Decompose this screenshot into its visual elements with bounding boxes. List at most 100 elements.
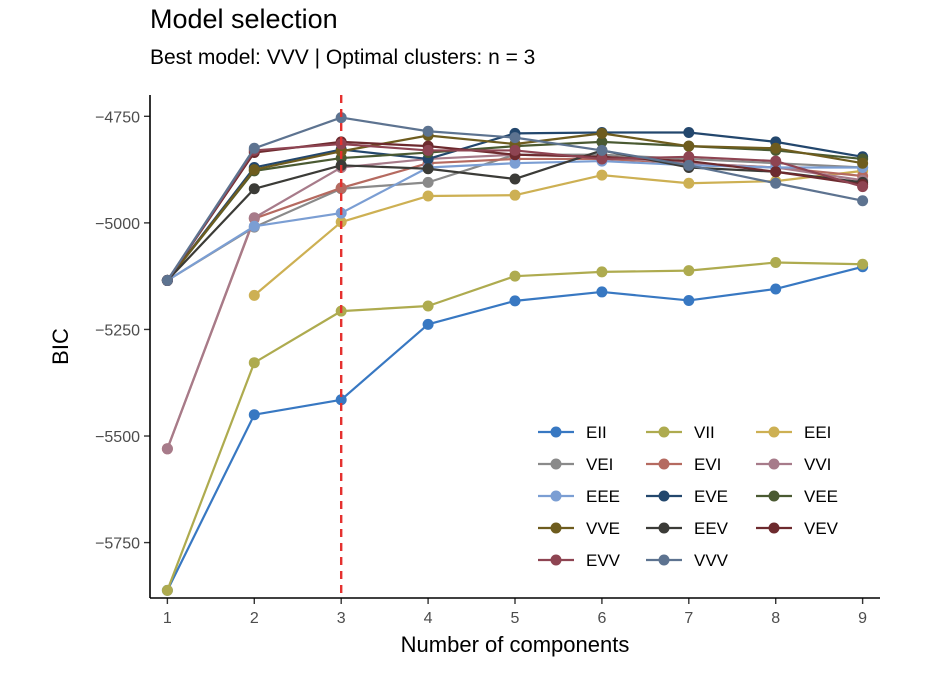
series-vvv: [161, 112, 869, 286]
data-point-vvi: [248, 212, 260, 224]
legend-point-swatch: [550, 458, 562, 470]
legend-item-evv: EVV: [538, 551, 621, 570]
data-point-vii: [161, 584, 173, 596]
data-point-vii: [422, 300, 434, 312]
legend-point-swatch: [550, 490, 562, 502]
x-tick-label: 7: [684, 610, 693, 627]
legend-label: VEV: [804, 519, 839, 538]
data-point-eev: [422, 163, 434, 175]
legend-label: EVI: [694, 455, 721, 474]
data-point-evi: [335, 182, 347, 194]
legend-item-vei: VEI: [538, 455, 613, 474]
data-point-eev: [509, 173, 521, 185]
series-vii: [161, 257, 869, 596]
legend-item-vvi: VVI: [756, 455, 831, 474]
legend-point-swatch: [658, 426, 670, 438]
data-point-vvv: [335, 112, 347, 124]
y-axis-ticks: −4750 −5000 −5250 −5500 −5750: [95, 109, 150, 553]
legend-label: EEE: [586, 487, 620, 506]
data-point-eei: [422, 190, 434, 202]
data-point-vve: [248, 164, 260, 176]
y-tick-label: −5500: [95, 429, 140, 446]
legend-label: VVI: [804, 455, 831, 474]
x-tick-label: 6: [597, 610, 606, 627]
legend-item-eii: EII: [538, 423, 607, 442]
data-point-eee: [248, 220, 260, 232]
legend-point-swatch: [550, 522, 562, 534]
legend-point-swatch: [768, 522, 780, 534]
y-axis-title: BIC: [48, 328, 73, 365]
y-tick-label: −4750: [95, 109, 140, 126]
x-axis-title: Number of components: [401, 632, 630, 657]
x-tick-label: 2: [250, 610, 259, 627]
data-point-eii: [422, 318, 434, 330]
data-point-eve: [683, 127, 695, 139]
legend-label: EVE: [694, 487, 728, 506]
data-point-vii: [770, 257, 782, 269]
data-point-eei: [248, 289, 260, 301]
legend-label: VVE: [586, 519, 620, 538]
data-point-eei: [509, 189, 521, 201]
legend: EII VII EEI VEI EVI VVI EEE EVE VEE VVE EEV VEV EVV V…: [538, 423, 839, 570]
series-line-eii: [166, 265, 863, 591]
data-point-vii: [248, 357, 260, 369]
data-point-eii: [683, 294, 695, 306]
data-point-vvv: [857, 195, 869, 207]
data-point-vii: [857, 258, 869, 270]
data-point-vvv: [509, 132, 521, 144]
chart-title: Model selection: [150, 4, 338, 34]
data-point-vve: [857, 157, 869, 169]
data-point-vvv: [422, 125, 434, 137]
legend-point-swatch: [768, 490, 780, 502]
y-tick-label: −5000: [95, 216, 140, 233]
legend-label: EVV: [586, 551, 621, 570]
data-point-vev: [770, 166, 782, 178]
series-eii: [161, 261, 869, 596]
x-tick-label: 1: [163, 610, 172, 627]
legend-item-eei: EEI: [756, 423, 831, 442]
data-point-eii: [770, 283, 782, 295]
data-point-evv: [857, 181, 869, 193]
data-point-eii: [248, 409, 260, 421]
data-point-evv: [422, 144, 434, 156]
legend-point-swatch: [658, 522, 670, 534]
data-point-vvv: [596, 144, 608, 156]
data-point-eei: [683, 177, 695, 189]
data-point-vvi: [161, 443, 173, 455]
legend-point-swatch: [550, 426, 562, 438]
data-point-vve: [596, 127, 608, 139]
data-point-vvv: [161, 274, 173, 286]
legend-point-swatch: [658, 458, 670, 470]
x-tick-label: 4: [424, 610, 433, 627]
legend-item-evi: EVI: [646, 455, 721, 474]
legend-item-vev: VEV: [756, 519, 839, 538]
data-point-vvv: [683, 159, 695, 171]
data-point-vii: [509, 270, 521, 282]
data-point-vii: [596, 266, 608, 278]
series-line-vii: [166, 261, 863, 591]
legend-item-vve: VVE: [538, 519, 620, 538]
y-tick-label: −5750: [95, 536, 140, 553]
data-point-eei: [596, 169, 608, 181]
legend-point-swatch: [550, 554, 562, 566]
data-point-vve: [770, 142, 782, 154]
legend-point-swatch: [658, 554, 670, 566]
data-point-vvv: [770, 177, 782, 189]
data-point-vii: [683, 265, 695, 277]
y-tick-label: −5250: [95, 322, 140, 339]
x-tick-label: 9: [858, 610, 867, 627]
series-line-eei: [253, 169, 863, 297]
data-point-eee: [509, 157, 521, 169]
legend-label: EEV: [694, 519, 729, 538]
data-point-vvv: [248, 142, 260, 154]
legend-point-swatch: [768, 426, 780, 438]
data-point-eii: [596, 286, 608, 298]
data-point-eev: [248, 183, 260, 195]
data-point-evv: [770, 155, 782, 167]
legend-item-eee: EEE: [538, 487, 620, 506]
legend-label: VEE: [804, 487, 838, 506]
legend-item-vii: VII: [646, 423, 715, 442]
x-axis-ticks: 1 2 3 4 5 6 7 8 9: [163, 598, 867, 627]
legend-point-swatch: [658, 490, 670, 502]
